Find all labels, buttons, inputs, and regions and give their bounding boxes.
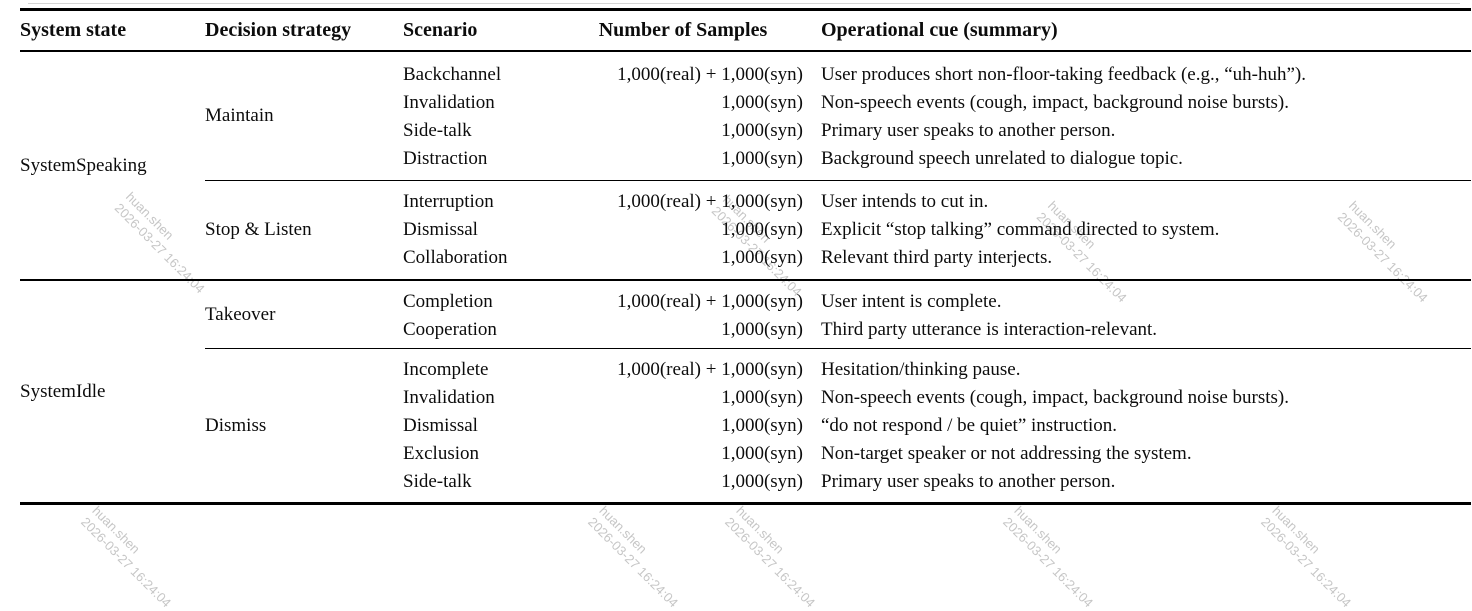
header-row: System state Decision strategy Scenario …: [20, 9, 1471, 52]
table-row: Dismissal 1,000(syn) “do not respond / b…: [20, 412, 1471, 440]
cue-cell: Hesitation/thinking pause.: [805, 348, 1471, 384]
cue-cell: Third party utterance is interaction-rel…: [821, 319, 1158, 340]
cue-cell: Non-speech events (cough, impact, backgr…: [821, 387, 1290, 408]
cue-cell: Non-speech events (cough, impact, backgr…: [821, 92, 1290, 113]
cue-cell: Non-target speaker or not addressing the…: [821, 443, 1192, 464]
samples-cell: 1,000(syn): [721, 120, 803, 141]
col-header-scenario: Scenario: [403, 9, 561, 52]
cue-cell: Relevant third party interjects.: [821, 247, 1053, 268]
scenario-cell: Invalidation: [403, 92, 495, 113]
scenario-cell: Collaboration: [403, 247, 508, 268]
scenario-cell: Completion: [403, 279, 561, 316]
watermark-tip: huan.shen 2026-03-27 16:24:04: [585, 503, 682, 611]
samples-cell: 1,000(syn): [721, 219, 803, 240]
state-cell: SystemIdle: [20, 279, 205, 504]
samples-cell: 1,000(real) + 1,000(syn): [561, 180, 805, 216]
table-row: Distraction 1,000(syn) Background speech…: [20, 145, 1471, 181]
table-row: Invalidation 1,000(syn) Non-speech event…: [20, 384, 1471, 412]
samples-cell: 1,000(syn): [721, 443, 803, 464]
table-row: SystemSpeaking Maintain Backchannel 1,00…: [20, 51, 1471, 176]
scenario-cell: Side-talk: [403, 471, 472, 492]
scenario-cell: Cooperation: [403, 319, 497, 340]
samples-cell: 1,000(syn): [721, 415, 803, 436]
table-row: Cooperation 1,000(syn) Third party utter…: [20, 316, 1471, 349]
cue-cell: User produces short non-floor-taking fee…: [821, 64, 1307, 85]
col-header-decision-strategy: Decision strategy: [205, 9, 403, 52]
strategy-cell: Stop & Listen: [205, 180, 403, 280]
samples-cell: 1,000(real) + 1,000(syn): [561, 279, 805, 316]
page-edge-artifact: [28, 3, 1460, 4]
samples-cell: 1,000(real) + 1,000(syn): [617, 64, 803, 85]
scenario-cell: Backchannel: [403, 64, 502, 85]
cue-cell: Primary user speaks to another person.: [821, 120, 1116, 141]
cue-cell: User intends to cut in.: [805, 180, 1471, 216]
strategy-cell: Maintain: [205, 105, 274, 126]
scenario-cell: Incomplete: [403, 348, 561, 384]
dataset-table: System state Decision strategy Scenario …: [20, 8, 1471, 505]
table-row: Collaboration 1,000(syn) Relevant third …: [20, 244, 1471, 280]
table-row: Exclusion 1,000(syn) Non-target speaker …: [20, 440, 1471, 468]
scenario-cell: Interruption: [403, 180, 561, 216]
strategy-cell: Dismiss: [205, 348, 403, 504]
table-row: Invalidation 1,000(syn) Non-speech event…: [20, 89, 1471, 117]
watermark-tip: huan.shen 2026-03-27 16:24:04: [1258, 503, 1355, 611]
col-header-operational-cue: Operational cue (summary): [805, 9, 1471, 52]
cue-cell: Background speech unrelated to dialogue …: [821, 148, 1183, 169]
scenario-cell: Invalidation: [403, 387, 495, 408]
samples-cell: 1,000(syn): [721, 471, 803, 492]
samples-cell: 1,000(syn): [721, 387, 803, 408]
samples-cell: 1,000(syn): [721, 148, 803, 169]
samples-cell: 1,000(real) + 1,000(syn): [561, 348, 805, 384]
strategy-cell: Takeover: [205, 279, 403, 349]
table-row: Side-talk 1,000(syn) Primary user speaks…: [20, 117, 1471, 145]
table-body: SystemSpeaking Maintain Backchannel 1,00…: [20, 51, 1471, 504]
watermark-tip: huan.shen 2026-03-27 16:24:04: [722, 503, 819, 611]
table-row: Stop & Listen Interruption 1,000(real) +…: [20, 180, 1471, 280]
watermark-tip: huan.shen 2026-03-27 16:24:04: [78, 503, 175, 611]
scenario-cell: Side-talk: [403, 120, 472, 141]
table-row: Dismissal 1,000(syn) Explicit “stop talk…: [20, 216, 1471, 244]
scenario-cell: Dismissal: [403, 219, 478, 240]
scenario-cell: Exclusion: [403, 443, 479, 464]
cue-cell: “do not respond / be quiet” instruction.: [821, 415, 1118, 436]
table-row: Side-talk 1,000(syn) Primary user speaks…: [20, 468, 1471, 504]
watermark-tip: huan.shen 2026-03-27 16:24:04: [1000, 503, 1097, 611]
table-row: Dismiss Incomplete 1,000(real) + 1,000(s…: [20, 348, 1471, 504]
scenario-cell: Distraction: [403, 148, 488, 169]
table-header: System state Decision strategy Scenario …: [20, 9, 1471, 52]
cue-cell: User intent is complete.: [805, 279, 1471, 316]
col-header-system-state: System state: [20, 9, 205, 52]
table-row: SystemIdle Takeover Completion 1,000(rea…: [20, 279, 1471, 504]
col-header-number-of-samples: Number of Samples: [561, 9, 805, 52]
samples-cell: 1,000(syn): [721, 247, 803, 268]
scenario-cell: Dismissal: [403, 415, 478, 436]
samples-cell: 1,000(syn): [721, 92, 803, 113]
cue-cell: Primary user speaks to another person.: [821, 471, 1116, 492]
state-cell: SystemSpeaking: [20, 154, 147, 176]
cue-cell: Explicit “stop talking” command directed…: [821, 219, 1220, 240]
samples-cell: 1,000(syn): [721, 319, 803, 340]
